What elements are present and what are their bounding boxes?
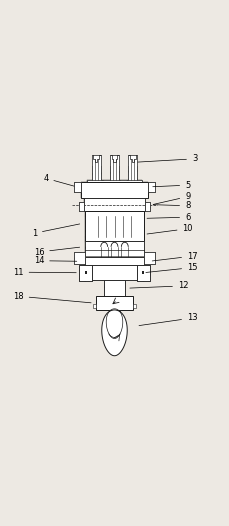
Text: 8: 8: [153, 201, 191, 210]
Bar: [144, 252, 155, 264]
Text: 10: 10: [147, 224, 193, 234]
Bar: [144, 252, 155, 264]
Bar: [74, 181, 81, 192]
Bar: [98, 166, 101, 181]
Bar: [148, 181, 155, 192]
Text: 1: 1: [32, 224, 80, 238]
Bar: [135, 166, 137, 181]
Bar: [93, 305, 96, 308]
Bar: [92, 265, 137, 280]
Bar: [92, 155, 101, 181]
Bar: [74, 181, 81, 192]
Bar: [116, 166, 119, 181]
Text: 4: 4: [43, 174, 74, 186]
Bar: [96, 296, 133, 310]
Text: 18: 18: [13, 292, 91, 303]
Bar: [84, 198, 145, 205]
Bar: [128, 155, 137, 181]
Bar: [85, 241, 90, 257]
Bar: [87, 180, 142, 181]
Bar: [85, 257, 144, 265]
Bar: [145, 203, 150, 211]
Bar: [74, 252, 85, 264]
Bar: [81, 181, 148, 198]
Bar: [85, 216, 90, 237]
Bar: [85, 257, 144, 265]
Text: 17: 17: [152, 251, 198, 261]
Bar: [110, 155, 119, 181]
Bar: [81, 181, 148, 198]
Bar: [145, 203, 150, 211]
Bar: [79, 203, 84, 211]
Bar: [79, 265, 92, 281]
Text: 14: 14: [34, 256, 77, 265]
Polygon shape: [102, 310, 127, 356]
Text: 15: 15: [146, 263, 198, 272]
Bar: [84, 198, 145, 211]
Bar: [110, 166, 113, 181]
Bar: [142, 271, 144, 274]
Bar: [109, 310, 120, 316]
Bar: [92, 166, 94, 181]
Bar: [137, 265, 150, 281]
Bar: [79, 265, 92, 281]
Bar: [120, 280, 125, 296]
Text: 5: 5: [153, 180, 190, 190]
Bar: [104, 280, 125, 296]
Text: 9: 9: [153, 192, 190, 205]
Bar: [79, 203, 84, 211]
Bar: [104, 280, 109, 296]
Text: 3: 3: [138, 154, 197, 163]
Bar: [87, 180, 142, 181]
Bar: [92, 265, 137, 280]
Bar: [85, 271, 87, 274]
Bar: [84, 205, 145, 211]
Bar: [85, 211, 144, 216]
Bar: [85, 237, 144, 241]
Text: 11: 11: [13, 268, 76, 277]
Bar: [133, 305, 136, 308]
Text: 16: 16: [34, 247, 80, 257]
Text: 12: 12: [130, 281, 188, 290]
Bar: [139, 216, 144, 237]
Bar: [139, 241, 144, 257]
Text: 13: 13: [139, 313, 198, 326]
Bar: [85, 211, 144, 241]
Bar: [128, 166, 131, 181]
Bar: [85, 241, 144, 257]
Bar: [148, 181, 155, 192]
Bar: [137, 265, 150, 281]
Bar: [74, 252, 85, 264]
Text: 6: 6: [147, 213, 191, 221]
